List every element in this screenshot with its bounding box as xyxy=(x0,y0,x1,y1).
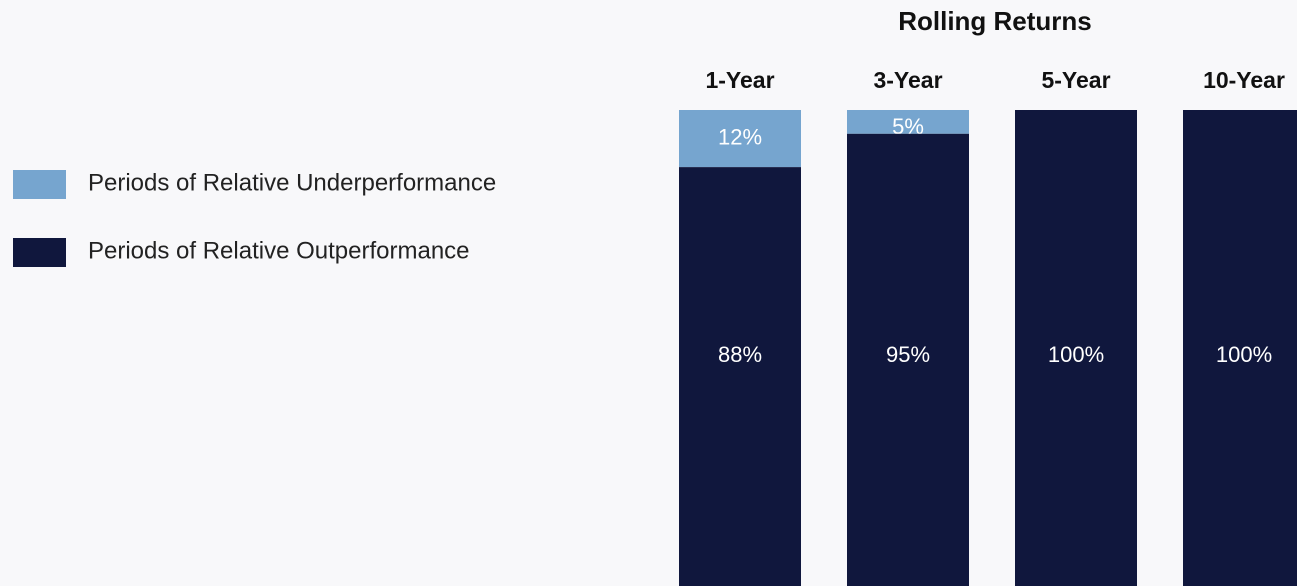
category-label: 5-Year xyxy=(1041,67,1110,93)
bar-segment xyxy=(679,110,801,168)
value-label: 100% xyxy=(1216,342,1272,367)
value-label: 95% xyxy=(886,342,930,367)
legend-swatch xyxy=(13,238,66,267)
bar-segment xyxy=(1183,110,1297,586)
bar-segment xyxy=(847,110,969,134)
bar-segment xyxy=(679,167,801,586)
value-label: 88% xyxy=(718,342,762,367)
bar-segment xyxy=(1015,110,1137,586)
category-label: 3-Year xyxy=(873,67,942,93)
chart-title: Rolling Returns xyxy=(898,6,1092,36)
legend-label: Periods of Relative Underperformance xyxy=(88,169,496,196)
legend-swatch xyxy=(13,170,66,199)
category-label: 10-Year xyxy=(1203,67,1285,93)
value-label: 100% xyxy=(1048,342,1104,367)
category-label: 1-Year xyxy=(705,67,774,93)
value-label: 12% xyxy=(718,124,762,149)
bar-segment xyxy=(847,133,969,586)
legend-label: Periods of Relative Outperformance xyxy=(88,237,470,264)
